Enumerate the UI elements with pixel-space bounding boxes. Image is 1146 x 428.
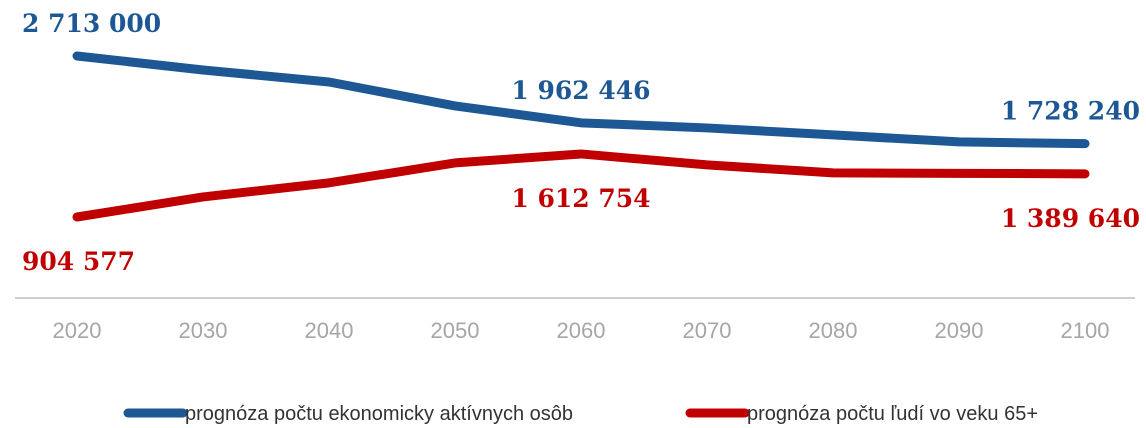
x-tick-label: 2100	[1061, 318, 1110, 343]
series-line	[72, 149, 1090, 222]
x-tick-label: 2070	[683, 318, 732, 343]
x-tick-label: 2090	[935, 318, 984, 343]
x-tick-label: 2030	[179, 318, 228, 343]
data-label: 2 713 000	[22, 9, 161, 38]
data-label: 1 612 754	[511, 184, 650, 213]
data-label: 904 577	[22, 247, 135, 276]
x-tick-label: 2040	[305, 318, 354, 343]
legend-label: prognóza počtu ekonomicky aktívnych osôb	[185, 403, 573, 425]
data-label: 1 389 640	[1001, 204, 1140, 233]
legend-label: prognóza počtu ľudí vo veku 65+	[747, 403, 1038, 425]
series-line	[72, 51, 1090, 149]
x-tick-label: 2080	[809, 318, 858, 343]
x-tick-label: 2020	[53, 318, 102, 343]
x-tick-label: 2050	[431, 318, 480, 343]
data-label: 1 728 240	[1001, 97, 1140, 126]
x-tick-label: 2060	[557, 318, 606, 343]
data-label: 1 962 446	[511, 76, 650, 105]
